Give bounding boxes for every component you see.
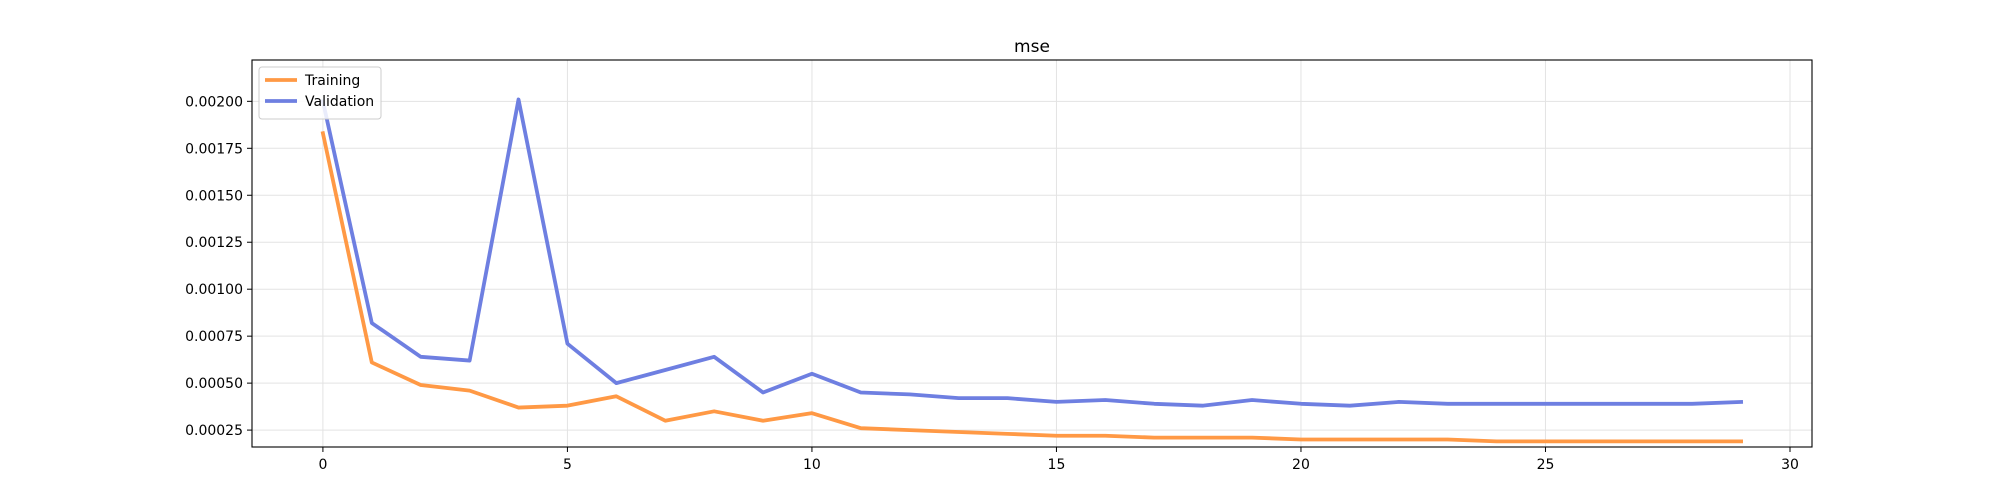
y-tick-label: 0.00200 [185, 94, 243, 110]
x-tick-label: 5 [563, 457, 572, 473]
y-tick-label: 0.00100 [185, 282, 243, 298]
x-tick-label: 25 [1537, 457, 1555, 473]
series-lines [320, 97, 1744, 444]
chart-title: mse [1014, 37, 1050, 57]
x-tick-label: 0 [318, 457, 327, 473]
x-tick-label: 20 [1292, 457, 1310, 473]
y-tick-label: 0.00075 [185, 329, 243, 345]
x-axis: 0 5 10 15 20 25 30 [318, 447, 1799, 473]
series-line-training [320, 131, 1743, 444]
y-axis: 0.00025 0.00050 0.00075 0.00100 0.00125 0.001… [185, 94, 252, 439]
y-tick-label: 0.00125 [185, 235, 243, 251]
series-line-validation [320, 97, 1744, 408]
x-tick-label: 10 [803, 457, 821, 473]
grid-lines [252, 60, 1812, 447]
plot-frame [251, 59, 1813, 448]
x-tick-label: 15 [1048, 457, 1066, 473]
y-tick-label: 0.00175 [185, 141, 243, 157]
legend: Training Validation [258, 66, 382, 120]
x-tick-label: 30 [1781, 457, 1799, 473]
y-tick-label: 0.00150 [185, 188, 243, 204]
y-tick-label: 0.00050 [185, 376, 243, 392]
legend-label-training: Training [304, 73, 360, 89]
legend-label-validation: Validation [305, 94, 374, 110]
y-tick-label: 0.00025 [185, 423, 243, 439]
